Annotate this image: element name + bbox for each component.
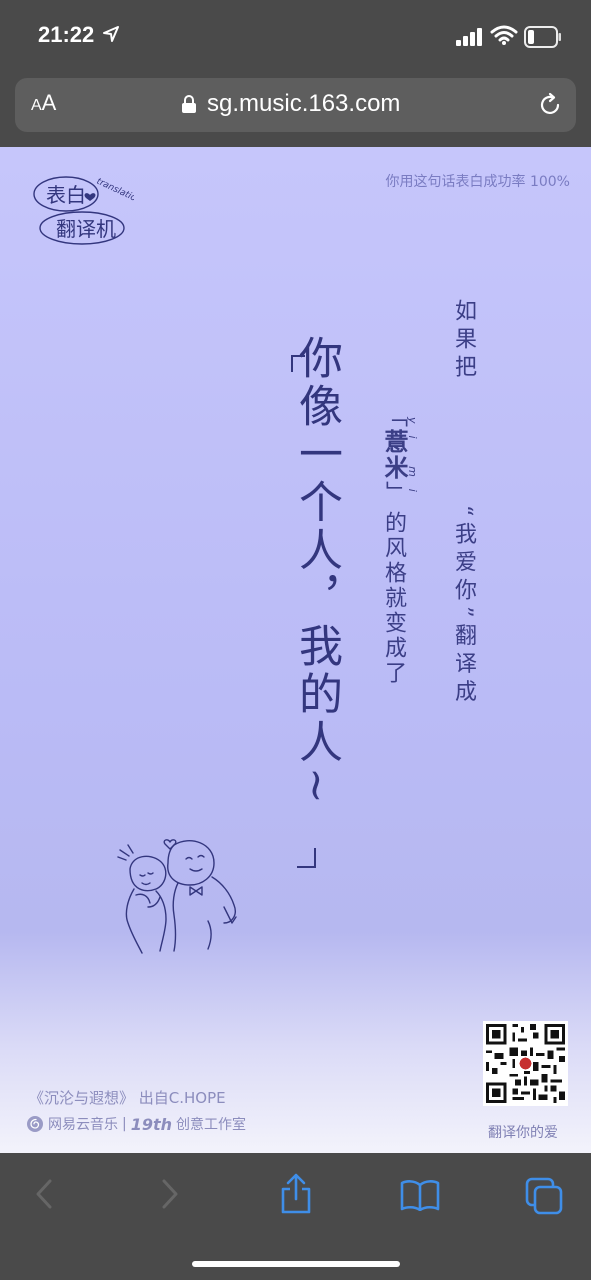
song-credit: 《沉沦与遐想》 出自C.HOPE — [29, 1089, 226, 1107]
brand-footer: 网易云音乐 | 19th 创意工作室 — [26, 1114, 246, 1134]
logo-line1: 表白 — [46, 183, 86, 207]
status-bar: 21:22 — [0, 0, 591, 72]
couple-illustration — [117, 839, 237, 954]
location-arrow-icon — [103, 26, 119, 42]
studio-number: 19th — [130, 1114, 173, 1134]
intro-tail: 的风格就变成了 — [381, 511, 406, 686]
logo-line2: 翻译机 — [56, 217, 116, 241]
translated-sentence: 你像一个人，我的人~ — [284, 335, 348, 808]
style-pinyin: yi mi — [406, 417, 419, 504]
intro-pre: 如果把 — [451, 299, 476, 383]
tabs-icon[interactable] — [525, 1177, 565, 1215]
forward-arrow-icon[interactable] — [160, 1179, 180, 1209]
main-bracket-open — [290, 355, 306, 377]
status-time: 21:22 — [38, 22, 95, 47]
signal-bars-icon — [456, 28, 482, 46]
url-text[interactable]: sg.music.163.com — [207, 90, 401, 117]
reload-icon[interactable] — [537, 92, 563, 118]
intro-column-1: 如果把 — [447, 299, 479, 383]
browser-toolbar — [0, 1153, 591, 1280]
style-bracket-close: 」 — [382, 481, 407, 505]
netease-music-icon — [27, 1116, 43, 1132]
bookmarks-icon[interactable] — [400, 1179, 440, 1211]
text-size-large-glyph: A — [41, 90, 57, 115]
intro-column-1-lower: “我爱你”翻译成 — [447, 505, 479, 708]
style-name-column: 「薏米」 — [377, 405, 412, 505]
battery-icon — [524, 26, 561, 48]
brand-separator: | — [122, 1116, 127, 1132]
style-name: 薏米 — [380, 429, 409, 481]
lock-icon — [182, 95, 196, 113]
qr-code[interactable] — [483, 1021, 568, 1106]
studio-label: 创意工作室 — [176, 1117, 247, 1133]
brand-name: 网易云音乐 — [48, 1117, 118, 1133]
back-arrow-icon[interactable] — [34, 1179, 54, 1209]
text-size-small-glyph: A — [31, 97, 42, 114]
share-icon[interactable] — [280, 1173, 312, 1215]
web-page: 表白 翻译机 translation 你用这句话表白成功率 100% 如果把 “… — [0, 147, 591, 1153]
translated-line-2: 我的人~ — [291, 623, 342, 808]
home-indicator — [192, 1261, 400, 1267]
text-size-button[interactable]: AA — [31, 90, 56, 116]
main-bracket-close — [295, 847, 317, 873]
logo-arc-text: translation — [95, 177, 134, 207]
style-bracket-open: 「 — [382, 405, 407, 429]
translated-line-1: 你像一个人， — [291, 335, 342, 623]
confession-translator-logo: 表白 翻译机 translation — [33, 176, 134, 245]
wifi-icon — [490, 25, 518, 45]
qr-caption: 翻译你的爱 — [488, 1125, 558, 1141]
intro-column-2: 的风格就变成了 — [377, 511, 409, 686]
address-bar[interactable]: AA sg.music.163.com — [15, 78, 576, 132]
intro-post: 翻译成 — [451, 623, 476, 708]
intro-highlight-phrase: “我爱你” — [451, 505, 476, 624]
success-rate-text: 你用这句话表白成功率 100% — [385, 174, 570, 190]
